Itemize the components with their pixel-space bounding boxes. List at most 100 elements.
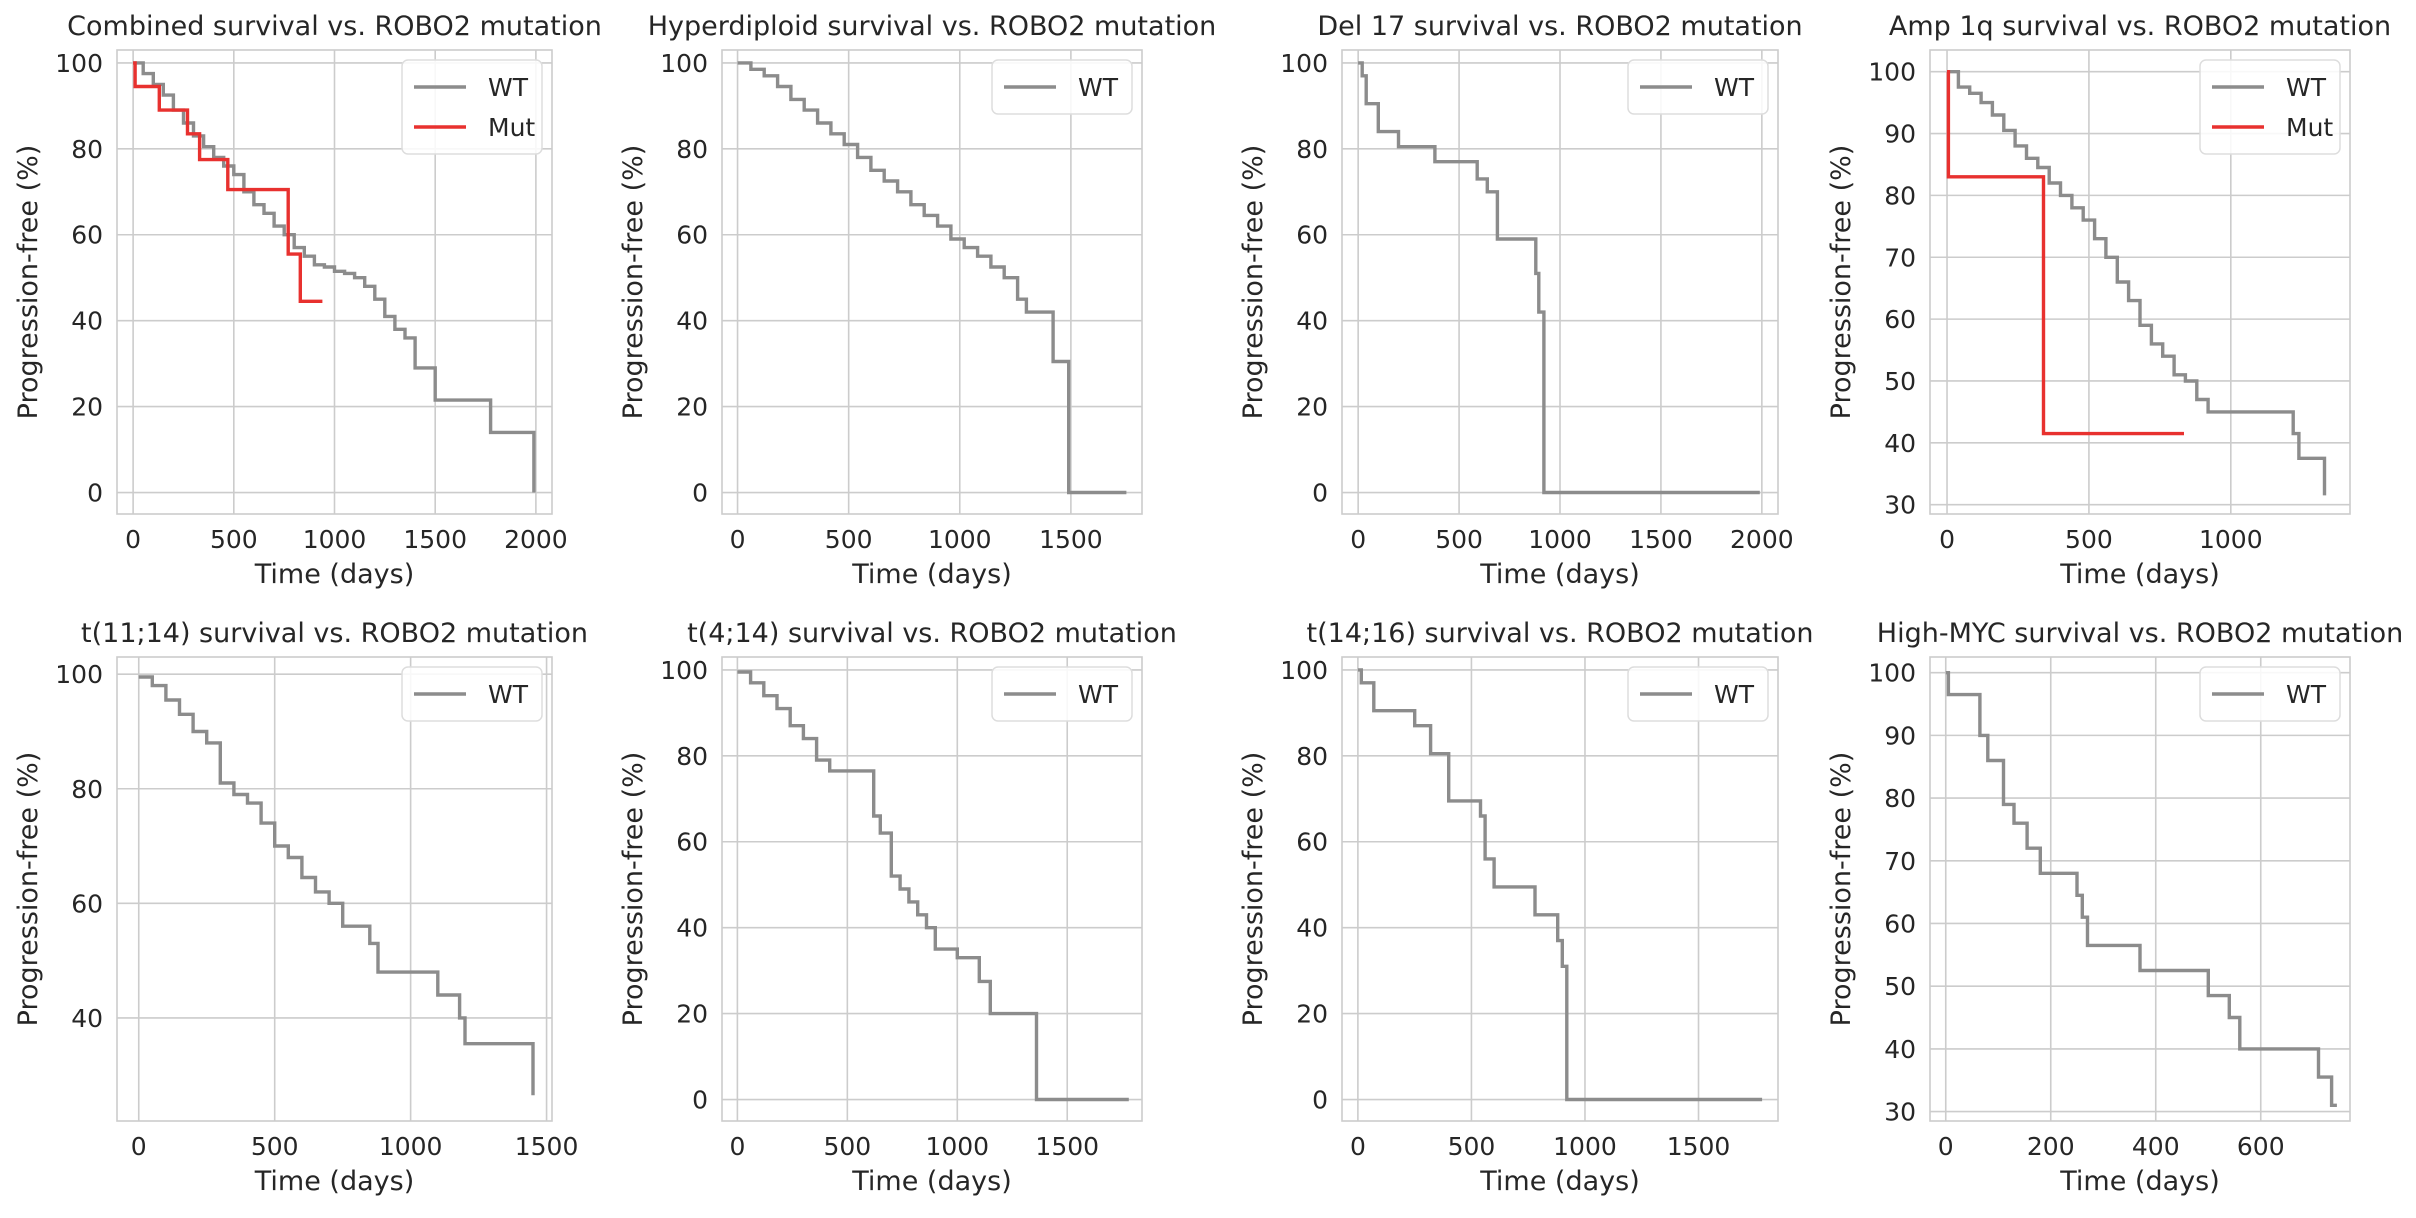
legend: WT xyxy=(401,666,543,722)
y-tick-label: 0 xyxy=(1312,1086,1328,1115)
y-tick-label: 60 xyxy=(676,221,708,250)
x-axis-label: Time (days) xyxy=(2059,1166,2219,1197)
y-tick-label: 100 xyxy=(660,656,708,685)
y-tick-label: 50 xyxy=(1884,972,1916,1001)
y-tick-label: 20 xyxy=(1296,393,1328,422)
x-tick-label: 1000 xyxy=(379,1132,443,1161)
legend: WT xyxy=(1627,59,1769,115)
x-tick-label: 1000 xyxy=(1553,1132,1617,1161)
chart-panel-1: 0 500 1000 1500 2000 0 20 40 60 80 100 WT Mut Combine… xyxy=(13,11,602,590)
legend: WT xyxy=(2199,666,2341,722)
legend-label: WT xyxy=(1078,680,1119,709)
y-tick-label: 20 xyxy=(1296,1000,1328,1029)
series-line-wt xyxy=(737,61,1127,495)
x-axis-label: Time (days) xyxy=(851,1166,1011,1197)
x-tick-label: 0 xyxy=(131,1132,147,1161)
x-tick-label: 2000 xyxy=(1730,525,1794,554)
series-line-mut xyxy=(133,61,323,303)
chart-panel-2: 0 500 1000 1500 0 20 40 60 80 100 WT Hyperdiploid s… xyxy=(618,11,1216,590)
legend-box xyxy=(1627,59,1769,115)
y-tick-label: 80 xyxy=(1884,784,1916,813)
y-tick-label: 90 xyxy=(1884,120,1916,149)
series-line-wt xyxy=(1945,671,2337,1107)
series-line-mut xyxy=(1946,70,2184,436)
x-tick-label: 500 xyxy=(251,1132,299,1161)
chart-title: Amp 1q survival vs. ROBO2 mutation xyxy=(1889,11,2391,42)
legend-box xyxy=(401,59,543,155)
x-tick-label: 0 xyxy=(1350,1132,1366,1161)
chart-title: t(11;14) survival vs. ROBO2 mutation xyxy=(81,618,588,649)
y-tick-label: 90 xyxy=(1884,721,1916,750)
y-tick-label: 40 xyxy=(676,914,708,943)
chart-panel-5: 0 500 1000 1500 40 60 80 100 WT t(11;14) survival… xyxy=(13,618,588,1197)
legend-box xyxy=(1627,666,1769,722)
y-tick-label: 20 xyxy=(676,393,708,422)
y-tick-label: 60 xyxy=(1296,221,1328,250)
plot-frame xyxy=(1929,656,2351,1122)
series-line-wt xyxy=(138,675,535,1096)
y-tick-label: 80 xyxy=(676,135,708,164)
plot-area xyxy=(1342,657,1778,1121)
x-axis-label: Time (days) xyxy=(254,559,414,590)
plot-frame xyxy=(721,656,1143,1122)
y-tick-label: 0 xyxy=(692,1086,708,1115)
chart-panel-7: 0 500 1000 1500 0 20 40 60 80 100 WT t(14;16) survi… xyxy=(1238,618,1813,1197)
plot-area xyxy=(722,50,1142,514)
x-tick-label: 600 xyxy=(2237,1132,2285,1161)
legend: WT xyxy=(991,666,1133,722)
legend: WT xyxy=(991,59,1133,115)
chart-panel-3: 0 500 1000 1500 2000 0 20 40 60 80 100 WT Del 17 sur… xyxy=(1238,11,1803,590)
chart-title: Combined survival vs. ROBO2 mutation xyxy=(67,11,602,42)
y-tick-label: 0 xyxy=(87,479,103,508)
plot-area xyxy=(722,657,1142,1121)
y-tick-label: 30 xyxy=(1884,491,1916,520)
y-tick-label: 0 xyxy=(692,479,708,508)
y-tick-label: 60 xyxy=(1884,909,1916,938)
x-tick-label: 1500 xyxy=(1039,525,1103,554)
x-tick-label: 1000 xyxy=(303,525,367,554)
x-tick-label: 1000 xyxy=(928,525,992,554)
x-tick-label: 500 xyxy=(1435,525,1483,554)
legend: WT xyxy=(1627,666,1769,722)
plot-frame xyxy=(116,656,553,1122)
y-tick-label: 60 xyxy=(676,828,708,857)
plot-frame xyxy=(1341,49,1779,515)
series-line-wt xyxy=(1357,668,1763,1102)
y-tick-label: 70 xyxy=(1884,847,1916,876)
y-tick-label: 40 xyxy=(676,307,708,336)
x-tick-label: 500 xyxy=(823,1132,871,1161)
x-axis-label: Time (days) xyxy=(254,1166,414,1197)
y-tick-label: 60 xyxy=(1296,828,1328,857)
y-axis-label: Progression-free (%) xyxy=(618,145,649,420)
y-tick-label: 100 xyxy=(55,49,103,78)
x-tick-label: 1000 xyxy=(2199,525,2263,554)
x-axis-label: Time (days) xyxy=(851,559,1011,590)
chart-panel-8: 0 200 400 600 30 40 50 60 70 80 90 100 WT High-MYC su… xyxy=(1826,618,2403,1197)
y-axis-label: Progression-free (%) xyxy=(618,752,649,1027)
y-tick-label: 70 xyxy=(1884,243,1916,272)
x-axis-label: Time (days) xyxy=(1479,1166,1639,1197)
y-tick-label: 60 xyxy=(71,221,103,250)
plot-frame xyxy=(721,49,1143,515)
y-tick-label: 40 xyxy=(71,1004,103,1033)
y-axis-label: Progression-free (%) xyxy=(1238,145,1269,420)
chart-title: Del 17 survival vs. ROBO2 mutation xyxy=(1317,11,1802,42)
y-tick-label: 100 xyxy=(1868,58,1916,87)
x-tick-label: 1500 xyxy=(403,525,467,554)
chart-title: t(14;16) survival vs. ROBO2 mutation xyxy=(1307,618,1814,649)
y-tick-label: 80 xyxy=(676,742,708,771)
legend-label: Mut xyxy=(488,113,535,142)
series-line-wt xyxy=(1358,61,1760,495)
y-tick-label: 80 xyxy=(1296,135,1328,164)
y-tick-label: 80 xyxy=(71,775,103,804)
y-axis-label: Progression-free (%) xyxy=(1826,145,1857,420)
chart-title: Hyperdiploid survival vs. ROBO2 mutation xyxy=(648,11,1217,42)
y-axis-label: Progression-free (%) xyxy=(13,752,44,1027)
x-tick-label: 0 xyxy=(729,1132,745,1161)
legend-label: WT xyxy=(488,73,529,102)
series-line-wt xyxy=(1947,70,2327,496)
legend-label: WT xyxy=(2286,73,2327,102)
x-tick-label: 1500 xyxy=(1667,1132,1731,1161)
series-line-wt xyxy=(737,670,1129,1102)
